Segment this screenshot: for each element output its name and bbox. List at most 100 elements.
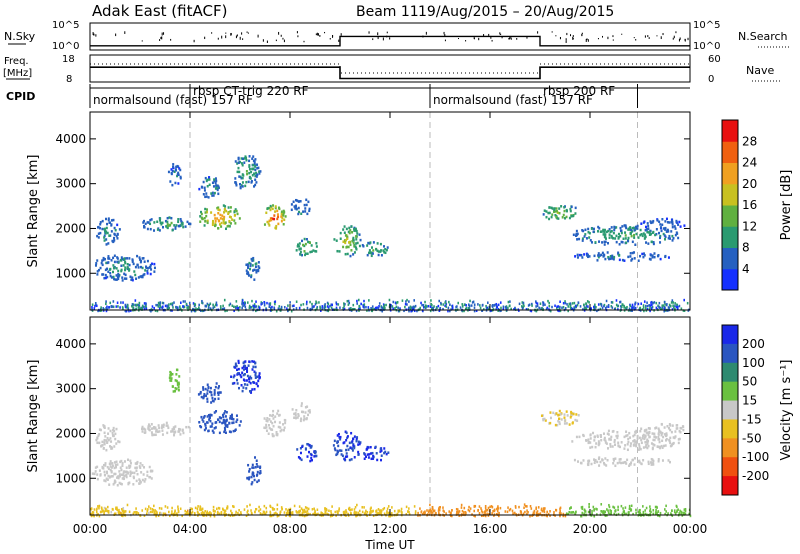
echo-pixel <box>664 255 667 259</box>
ground-scatter-pixel <box>180 301 182 304</box>
nsky-noise-mark <box>193 39 195 43</box>
echo-pixel <box>339 237 342 240</box>
echo-pixel <box>625 430 628 433</box>
ground-scatter-pixel <box>204 510 207 513</box>
echo-pixel <box>153 221 156 224</box>
ground-scatter-pixel <box>571 307 574 311</box>
echo-pixel <box>660 229 663 233</box>
echo-pixel <box>653 435 656 439</box>
ground-scatter-pixel <box>429 309 432 313</box>
echo-pixel <box>248 165 251 168</box>
echo-pixel <box>106 436 109 440</box>
ground-scatter-pixel <box>141 509 144 512</box>
echo-pixel <box>249 264 252 268</box>
ground-scatter-pixel <box>473 309 476 313</box>
echo-pixel <box>299 250 302 254</box>
echo-pixel <box>98 226 101 230</box>
echo-pixel <box>606 447 609 450</box>
echo-pixel <box>604 457 607 460</box>
echo-pixel <box>171 169 174 173</box>
ground-scatter-pixel <box>674 302 676 305</box>
ground-scatter-pixel <box>188 512 190 516</box>
ground-scatter-pixel <box>248 304 251 308</box>
ground-scatter-pixel <box>484 514 487 518</box>
echo-pixel <box>611 445 614 448</box>
velocity-colorbar-swatch <box>722 438 738 458</box>
nsky-noise-mark <box>115 33 117 37</box>
nsky-noise-mark <box>509 37 511 40</box>
echo-pixel <box>669 441 672 445</box>
echo-pixel <box>637 259 640 262</box>
echo-pixel <box>135 277 138 280</box>
echo-pixel <box>268 219 271 223</box>
echo-pixel <box>211 396 214 400</box>
echo-pixel <box>616 436 619 440</box>
echo-pixel <box>652 241 655 244</box>
echo-pixel <box>355 439 358 443</box>
ground-scatter-pixel <box>349 307 352 310</box>
echo-pixel <box>563 413 566 416</box>
echo-pixel <box>137 266 140 269</box>
echo-pixel <box>212 185 215 188</box>
ground-scatter-pixel <box>378 302 381 305</box>
echo-pixel <box>345 238 348 242</box>
ground-scatter-pixel <box>684 507 687 511</box>
echo-pixel <box>658 220 661 223</box>
echo-pixel <box>542 418 545 422</box>
echo-pixel <box>155 430 158 433</box>
ground-scatter-pixel <box>465 511 467 515</box>
ground-scatter-pixel <box>376 512 379 515</box>
ground-scatter-pixel <box>418 308 421 311</box>
echo-pixel <box>248 390 251 393</box>
echo-pixel <box>136 472 139 476</box>
echo-pixel <box>147 425 150 428</box>
echo-pixel <box>254 174 257 178</box>
ground-scatter-pixel <box>293 504 296 508</box>
ground-scatter-pixel <box>567 309 569 313</box>
echo-pixel <box>585 252 588 256</box>
echo-pixel <box>109 274 112 278</box>
echo-pixel <box>336 249 339 253</box>
echo-pixel <box>253 268 256 272</box>
echo-pixel <box>255 262 258 265</box>
echo-pixel <box>668 439 671 443</box>
ground-scatter-pixel <box>407 510 409 513</box>
echo-pixel <box>150 477 153 480</box>
echo-pixel <box>215 382 218 385</box>
echo-pixel <box>177 171 180 175</box>
echo-pixel <box>384 450 387 454</box>
echo-pixel <box>613 438 616 442</box>
ground-scatter-pixel <box>542 507 545 510</box>
echo-pixel <box>243 383 246 386</box>
ground-scatter-pixel <box>571 511 574 514</box>
ground-scatter-pixel <box>362 305 365 308</box>
ground-scatter-pixel <box>335 306 338 310</box>
echo-pixel <box>249 267 252 271</box>
echo-pixel <box>355 238 358 241</box>
echo-pixel <box>266 207 269 210</box>
ground-scatter-pixel <box>505 305 508 308</box>
echo-pixel <box>604 439 607 443</box>
echo-pixel <box>248 261 251 265</box>
echo-pixel <box>298 242 301 245</box>
echo-pixel <box>249 262 252 266</box>
ground-scatter-pixel <box>480 507 482 510</box>
ground-scatter-pixel <box>208 511 211 515</box>
echo-pixel <box>244 184 247 188</box>
ground-scatter-pixel <box>654 512 657 515</box>
ground-scatter-pixel <box>535 514 538 517</box>
echo-pixel <box>234 177 237 180</box>
echo-pixel <box>636 224 639 228</box>
echo-pixel <box>268 426 271 430</box>
echo-pixel <box>203 428 206 432</box>
nsky-noise-mark <box>465 40 467 42</box>
echo-pixel <box>631 251 634 255</box>
echo-pixel <box>203 186 206 190</box>
echo-pixel <box>610 226 613 229</box>
ground-scatter-pixel <box>103 512 105 515</box>
echo-pixel <box>610 229 613 233</box>
ground-scatter-pixel <box>209 302 212 305</box>
ground-scatter-pixel <box>413 305 416 309</box>
echo-pixel <box>672 237 675 240</box>
nsky-noise-mark <box>282 37 284 40</box>
